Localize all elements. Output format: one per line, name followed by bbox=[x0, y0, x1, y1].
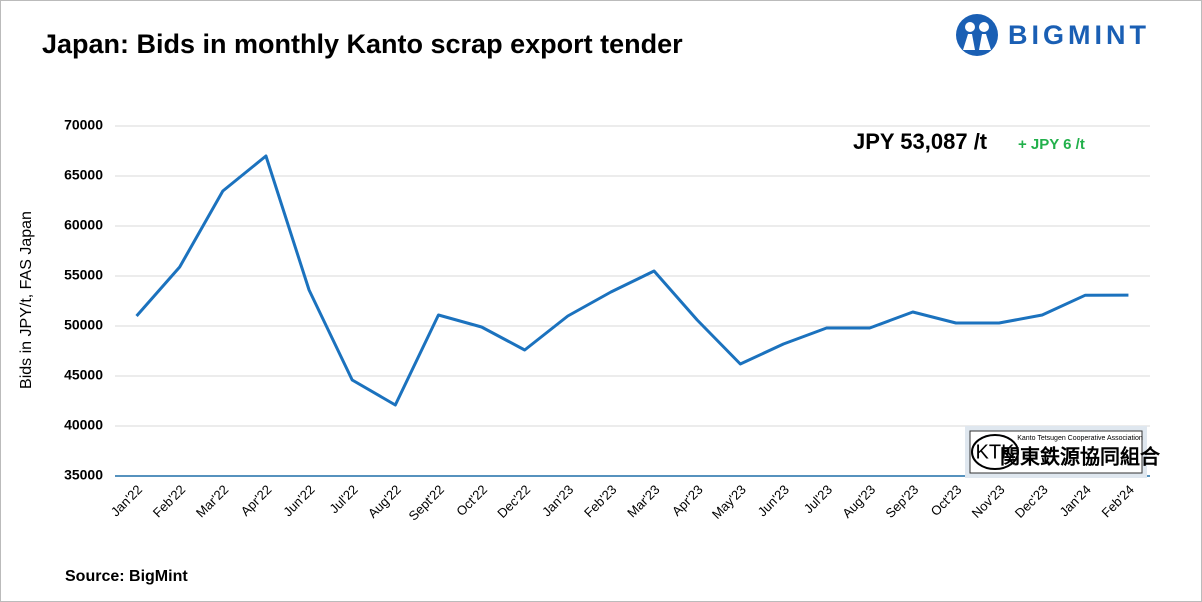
y-tick-label: 55000 bbox=[64, 267, 103, 283]
y-tick-label: 40000 bbox=[64, 417, 103, 433]
logo-icon bbox=[956, 14, 998, 56]
ktk-logo: KTK Kanto Tetsugen Cooperative Associati… bbox=[965, 426, 1161, 478]
y-tick-label: 45000 bbox=[64, 367, 103, 383]
logo-box bbox=[969, 430, 1143, 474]
annotation: JPY 53,087 /t bbox=[853, 129, 988, 154]
logo-ellipse bbox=[971, 434, 1019, 470]
logo-icon bbox=[965, 22, 975, 32]
y-axis-label: Bids in JPY/t, FAS Japan bbox=[18, 211, 35, 389]
logo-icon bbox=[979, 22, 989, 32]
logo-icon bbox=[963, 34, 991, 50]
logo-text: 関東鉄源協同組合 bbox=[1000, 444, 1161, 468]
logo-text: BIGMINT bbox=[1008, 20, 1150, 50]
change-annotation: + JPY 6 /t bbox=[1018, 136, 1085, 153]
y-tick-label: 70000 bbox=[64, 117, 103, 133]
y-tick-label: 50000 bbox=[64, 317, 103, 333]
y-tick-label: 60000 bbox=[64, 217, 103, 233]
line bbox=[135, 154, 1129, 407]
bigmint-logo: BIGMINT bbox=[956, 14, 1150, 56]
y-tick-label: 35000 bbox=[64, 467, 103, 483]
logo-text: KTK bbox=[976, 441, 1016, 463]
y-tick-label: 65000 bbox=[64, 167, 103, 183]
chart-title: Japan: Bids in monthly Kanto scrap expor… bbox=[42, 29, 683, 59]
logo-text: Kanto Tetsugen Cooperative Association bbox=[1017, 435, 1143, 442]
source: Source: BigMint bbox=[65, 568, 188, 585]
